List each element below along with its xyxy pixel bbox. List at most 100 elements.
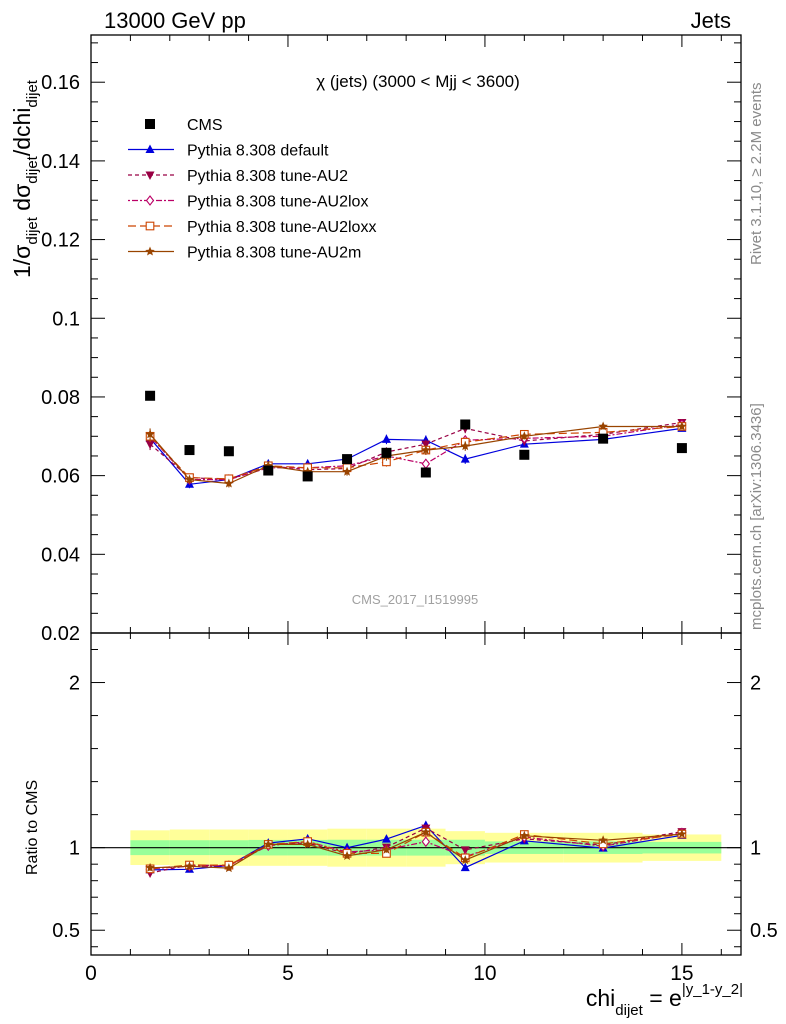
legend-marker: [145, 119, 155, 129]
series-ratio-point: [460, 862, 470, 872]
legend-label: Pythia 8.308 tune-AU2loxx: [187, 219, 376, 236]
cms-data-point: [223, 446, 234, 457]
header-right-label: Jets: [691, 8, 731, 33]
cms-data-point: [676, 443, 687, 454]
cms-data-point: [145, 390, 156, 401]
legend-label: Pythia 8.308 tune-AU2lox: [187, 194, 368, 211]
series-point: [184, 474, 195, 484]
cms-data-point: [302, 471, 313, 482]
series-ratio-point: [460, 846, 470, 855]
legend-entry: Pythia 8.308 tune-AU2lox: [128, 194, 368, 211]
chart-marks: [145, 390, 687, 878]
ratio-y-tick-label-right: 0.5: [750, 920, 778, 942]
series-ratio-point: [184, 861, 195, 871]
ratio-y-tick-label-right: 1: [750, 838, 761, 860]
series-4: [145, 421, 687, 873]
cms-data-point: [598, 433, 609, 444]
y-axis-label: 1/σdijet dσdijet/dchidijet: [9, 79, 41, 278]
legend-marker: [145, 195, 155, 206]
ratio-uncertainty-band: [91, 828, 741, 867]
series-point: [381, 434, 391, 443]
series-ratio-point: [519, 830, 530, 840]
y-tick-label: 0.14: [41, 151, 80, 173]
series-ratio-point: [421, 836, 431, 848]
y-tick-label: 0.08: [41, 387, 80, 409]
chart-title: χ (jets) (3000 < Mjj < 3600): [316, 72, 520, 91]
series-1: [145, 419, 687, 878]
series-ratio-point: [224, 863, 234, 873]
x-tick-label: 15: [670, 962, 693, 985]
series-line: [149, 425, 682, 485]
series-point: [677, 421, 687, 431]
series-point: [263, 460, 274, 470]
legend-marker: [145, 171, 155, 180]
x-tick-label: 5: [282, 962, 294, 985]
series-point: [421, 458, 431, 470]
legend-entry: Pythia 8.308 tune-AU2m: [128, 245, 361, 262]
series-point: [598, 421, 608, 431]
series-ratio-line: [150, 831, 682, 869]
legend-label: Pythia 8.308 default: [187, 143, 329, 160]
legend-marker: [145, 221, 155, 231]
x-axis-label: chidijet = e|y_1-y_2|: [586, 981, 743, 1019]
series-2: [145, 419, 687, 875]
y-tick-label: 0.04: [41, 544, 80, 566]
header-left-label: 13000 GeV pp: [104, 8, 246, 33]
series-ratio-point: [677, 829, 687, 839]
cms-data-point: [519, 449, 530, 460]
ratio-plot-frame: [90, 632, 742, 956]
series-ratio-point: [342, 850, 352, 860]
rivet-side-label: Rivet 3.1.10, ≥ 2.2M events: [748, 83, 765, 266]
series-ratio-point: [302, 839, 313, 849]
y-tick-label: 0.02: [41, 623, 80, 645]
series-point: [421, 445, 431, 455]
series-ratio-point: [145, 862, 155, 872]
series-ratio-point: [460, 855, 470, 865]
series-line: [149, 425, 682, 480]
y-tick-label: 0.06: [41, 466, 80, 488]
series-ratio-point: [263, 839, 274, 849]
series-point: [421, 440, 431, 450]
series-line: [149, 423, 682, 481]
mcplots-side-label: mcplots.cern.ch [arXiv:1306.3436]: [748, 403, 765, 630]
chart-watermark: CMS_2017_I1519995: [352, 592, 479, 607]
cms-data-point: [263, 465, 274, 476]
legend-entry: Pythia 8.308 tune-AU2loxx: [128, 219, 376, 236]
legend: CMS Pythia 8.308 default Pythia 8.308 tune…: [128, 117, 376, 262]
series-ratio-point: [421, 827, 431, 837]
ratio-y-tick-label: 2: [69, 673, 80, 695]
series-point: [145, 440, 155, 450]
x-tick-label: 0: [85, 962, 97, 985]
y-tick-label: 0.16: [41, 72, 80, 94]
y-tick-label: 0.12: [41, 230, 80, 252]
series-point: [342, 466, 352, 476]
legend-entry: Pythia 8.308 default: [128, 143, 329, 160]
ratio-y-axis-label: Ratio to CMS: [24, 780, 41, 875]
series-point: [302, 466, 313, 476]
legend-label: CMS: [187, 117, 223, 134]
series-0: [145, 423, 687, 874]
series-ratio-point: [381, 834, 391, 843]
legend-marker: [145, 246, 155, 256]
cms-data-point: [184, 445, 195, 456]
cms-data-point: [420, 467, 431, 478]
tick-labels: 0 5 10 15 0.02 0.04 0.06 0.08 0.1 0.12 0.14 0.16 0.5…: [41, 72, 778, 985]
series-ratio-point: [598, 835, 608, 845]
x-tick-label: 10: [473, 962, 496, 985]
series-point: [519, 431, 530, 441]
series-line: [149, 427, 682, 485]
legend-marker: [145, 144, 155, 153]
axis-ticks: [90, 35, 741, 955]
y-tick-label: 0.1: [52, 308, 80, 330]
cms-data-point: [460, 419, 471, 430]
cms-data-point: [381, 447, 392, 458]
series-point: [224, 478, 234, 488]
series-point: [145, 429, 155, 439]
legend-label: Pythia 8.308 tune-AU2m: [187, 245, 361, 262]
legend-entry-cms: CMS: [145, 117, 223, 134]
series-point: [460, 454, 470, 463]
legend-label: Pythia 8.308 tune-AU2: [187, 168, 348, 185]
series-ratio-point: [381, 844, 392, 854]
series-3: [145, 422, 687, 874]
